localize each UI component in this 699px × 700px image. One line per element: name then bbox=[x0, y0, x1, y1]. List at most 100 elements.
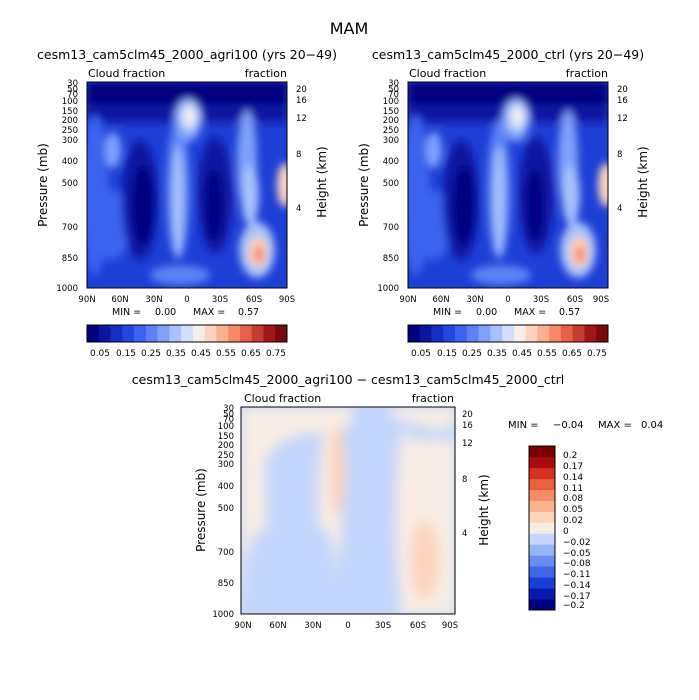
ytick-label: 50 bbox=[67, 85, 78, 95]
min-value: 0.00 bbox=[155, 307, 176, 318]
colorbar-label: 0.65 bbox=[562, 349, 582, 359]
colorbar-swatch bbox=[529, 533, 555, 545]
xtick-label: 30S bbox=[212, 295, 228, 305]
colorbar-swatch bbox=[431, 325, 444, 342]
ytick-right-label: 20 bbox=[296, 85, 307, 95]
ytick-label: 1000 bbox=[212, 610, 234, 620]
max-value: 0.04 bbox=[641, 420, 663, 431]
ytick-label: 50 bbox=[388, 85, 399, 95]
ytick-right-label: 4 bbox=[462, 529, 467, 539]
xtick-label: 0 bbox=[505, 295, 510, 305]
colorbar-swatch bbox=[572, 325, 585, 342]
colorbar-swatch bbox=[216, 325, 229, 342]
ytick-label: 700 bbox=[62, 223, 78, 233]
colorbar-swatch bbox=[275, 325, 288, 342]
ytick-right-label: 16 bbox=[296, 96, 307, 106]
colorbar-swatch bbox=[502, 325, 515, 342]
ytick-label: 250 bbox=[62, 126, 78, 136]
colorbar-swatch bbox=[529, 577, 555, 589]
ytick-label: 500 bbox=[383, 179, 399, 189]
contour-field bbox=[241, 407, 455, 614]
colorbar-swatch bbox=[584, 325, 597, 342]
colorbar-label: 0.05 bbox=[90, 349, 110, 359]
ytick-label: 1000 bbox=[56, 284, 78, 294]
colorbar-swatch bbox=[529, 467, 555, 480]
colorbar-label: 0.75 bbox=[587, 349, 607, 359]
colorbar-label: 0.45 bbox=[512, 349, 532, 359]
colorbar-swatch bbox=[478, 325, 491, 342]
colorbar-swatch bbox=[529, 478, 555, 491]
colorbar-swatch bbox=[529, 599, 555, 611]
ytick-label: 250 bbox=[218, 451, 234, 461]
left-label: Cloud fraction bbox=[244, 392, 321, 405]
yaxis-left: 30 50 70 100 150 200 250 300 400 500 700… bbox=[56, 79, 78, 294]
ylabel: Pressure (mb) bbox=[36, 143, 50, 227]
colorbar-frame bbox=[86, 324, 288, 343]
colorbar-label: 0.2 bbox=[563, 451, 577, 461]
ytick-right-label: 16 bbox=[617, 96, 628, 106]
colorbar-swatch bbox=[87, 325, 100, 342]
colorbar-swatch bbox=[204, 325, 217, 342]
ytick-right-label: 8 bbox=[617, 150, 622, 160]
ytick-label: 700 bbox=[218, 548, 234, 558]
min-label: MIN = bbox=[508, 420, 539, 431]
colorbar-label: 0.02 bbox=[563, 516, 583, 526]
colorbar-swatch bbox=[529, 446, 555, 458]
xtick-label: 60S bbox=[410, 621, 426, 631]
ytick-right-label: 4 bbox=[617, 204, 622, 214]
xaxis: 90N 60N 30N 0 30S 60S 90S bbox=[399, 295, 609, 305]
colorbar-label: 0.14 bbox=[563, 473, 583, 483]
min-value: −0.04 bbox=[553, 420, 584, 431]
ytick-label: 30 bbox=[67, 79, 78, 89]
xtick-label: 90N bbox=[399, 295, 416, 305]
ytick-label: 200 bbox=[383, 116, 399, 126]
ytick-label: 30 bbox=[223, 404, 234, 414]
xtick-label: 90S bbox=[442, 621, 458, 631]
colorbar-swatch bbox=[251, 325, 264, 342]
colorbar-swatch bbox=[455, 325, 468, 342]
panel-title: cesm13_cam5clm45_2000_ctrl (yrs 20−49) bbox=[372, 47, 644, 62]
xtick-label: 30N bbox=[466, 295, 483, 305]
xtick-label: 30S bbox=[375, 621, 391, 631]
colorbar-swatch bbox=[408, 325, 421, 342]
max-value: 0.57 bbox=[238, 307, 259, 318]
yaxis-right: 20 16 12 8 4 bbox=[462, 410, 473, 539]
xtick-label: 30N bbox=[304, 621, 321, 631]
min-label: MIN = bbox=[433, 307, 462, 318]
ytick-label: 300 bbox=[383, 136, 399, 146]
yaxis-left: 30 50 70 100 150 200 250 300 400 500 700… bbox=[377, 79, 399, 294]
ytick-label: 70 bbox=[388, 90, 399, 100]
colorbar-swatch bbox=[525, 325, 538, 342]
colorbar-swatch bbox=[529, 500, 555, 512]
ytick-label: 850 bbox=[383, 254, 399, 264]
ylabel-right: Height (km) bbox=[315, 146, 329, 217]
yaxis-left: 30 50 70 100 150 200 250 300 400 500 700… bbox=[212, 404, 234, 620]
ytick-label: 500 bbox=[218, 504, 234, 514]
min-label: MIN = bbox=[112, 307, 141, 318]
ytick-label: 70 bbox=[67, 90, 78, 100]
ytick-label: 700 bbox=[383, 223, 399, 233]
colorbar-swatch bbox=[513, 325, 526, 342]
ytick-right-label: 8 bbox=[462, 475, 467, 485]
ytick-label: 250 bbox=[383, 126, 399, 136]
colorbar-swatch bbox=[529, 522, 555, 534]
colorbar-swatch bbox=[560, 325, 574, 342]
left-label: Cloud fraction bbox=[409, 67, 486, 80]
colorbar-label: −0.14 bbox=[563, 581, 591, 591]
colorbar-swatch bbox=[192, 325, 205, 342]
xtick-label: 60S bbox=[246, 295, 262, 305]
ylabel-right: Height (km) bbox=[477, 474, 491, 545]
xaxis: 90N 60N 30N 0 30S 60S 90S bbox=[234, 621, 458, 631]
max-label: MAX = bbox=[514, 307, 546, 318]
colorbar-swatch bbox=[419, 325, 432, 342]
colorbar-label: 0.25 bbox=[141, 349, 161, 359]
xtick-label: 0 bbox=[184, 295, 189, 305]
colorbar-frame bbox=[407, 324, 609, 343]
colorbar: 0.05 0.15 0.25 0.35 0.45 0.55 0.65 0.75 bbox=[407, 324, 609, 359]
colorbar-label: 0.55 bbox=[537, 349, 557, 359]
yaxis-right: 20 16 12 8 4 bbox=[617, 85, 628, 214]
ytick-label: 150 bbox=[218, 432, 234, 442]
panel-title: cesm13_cam5clm45_2000_agri100 − cesm13_c… bbox=[132, 372, 565, 387]
colorbar-label: 0.25 bbox=[462, 349, 482, 359]
ytick-label: 850 bbox=[218, 579, 234, 589]
